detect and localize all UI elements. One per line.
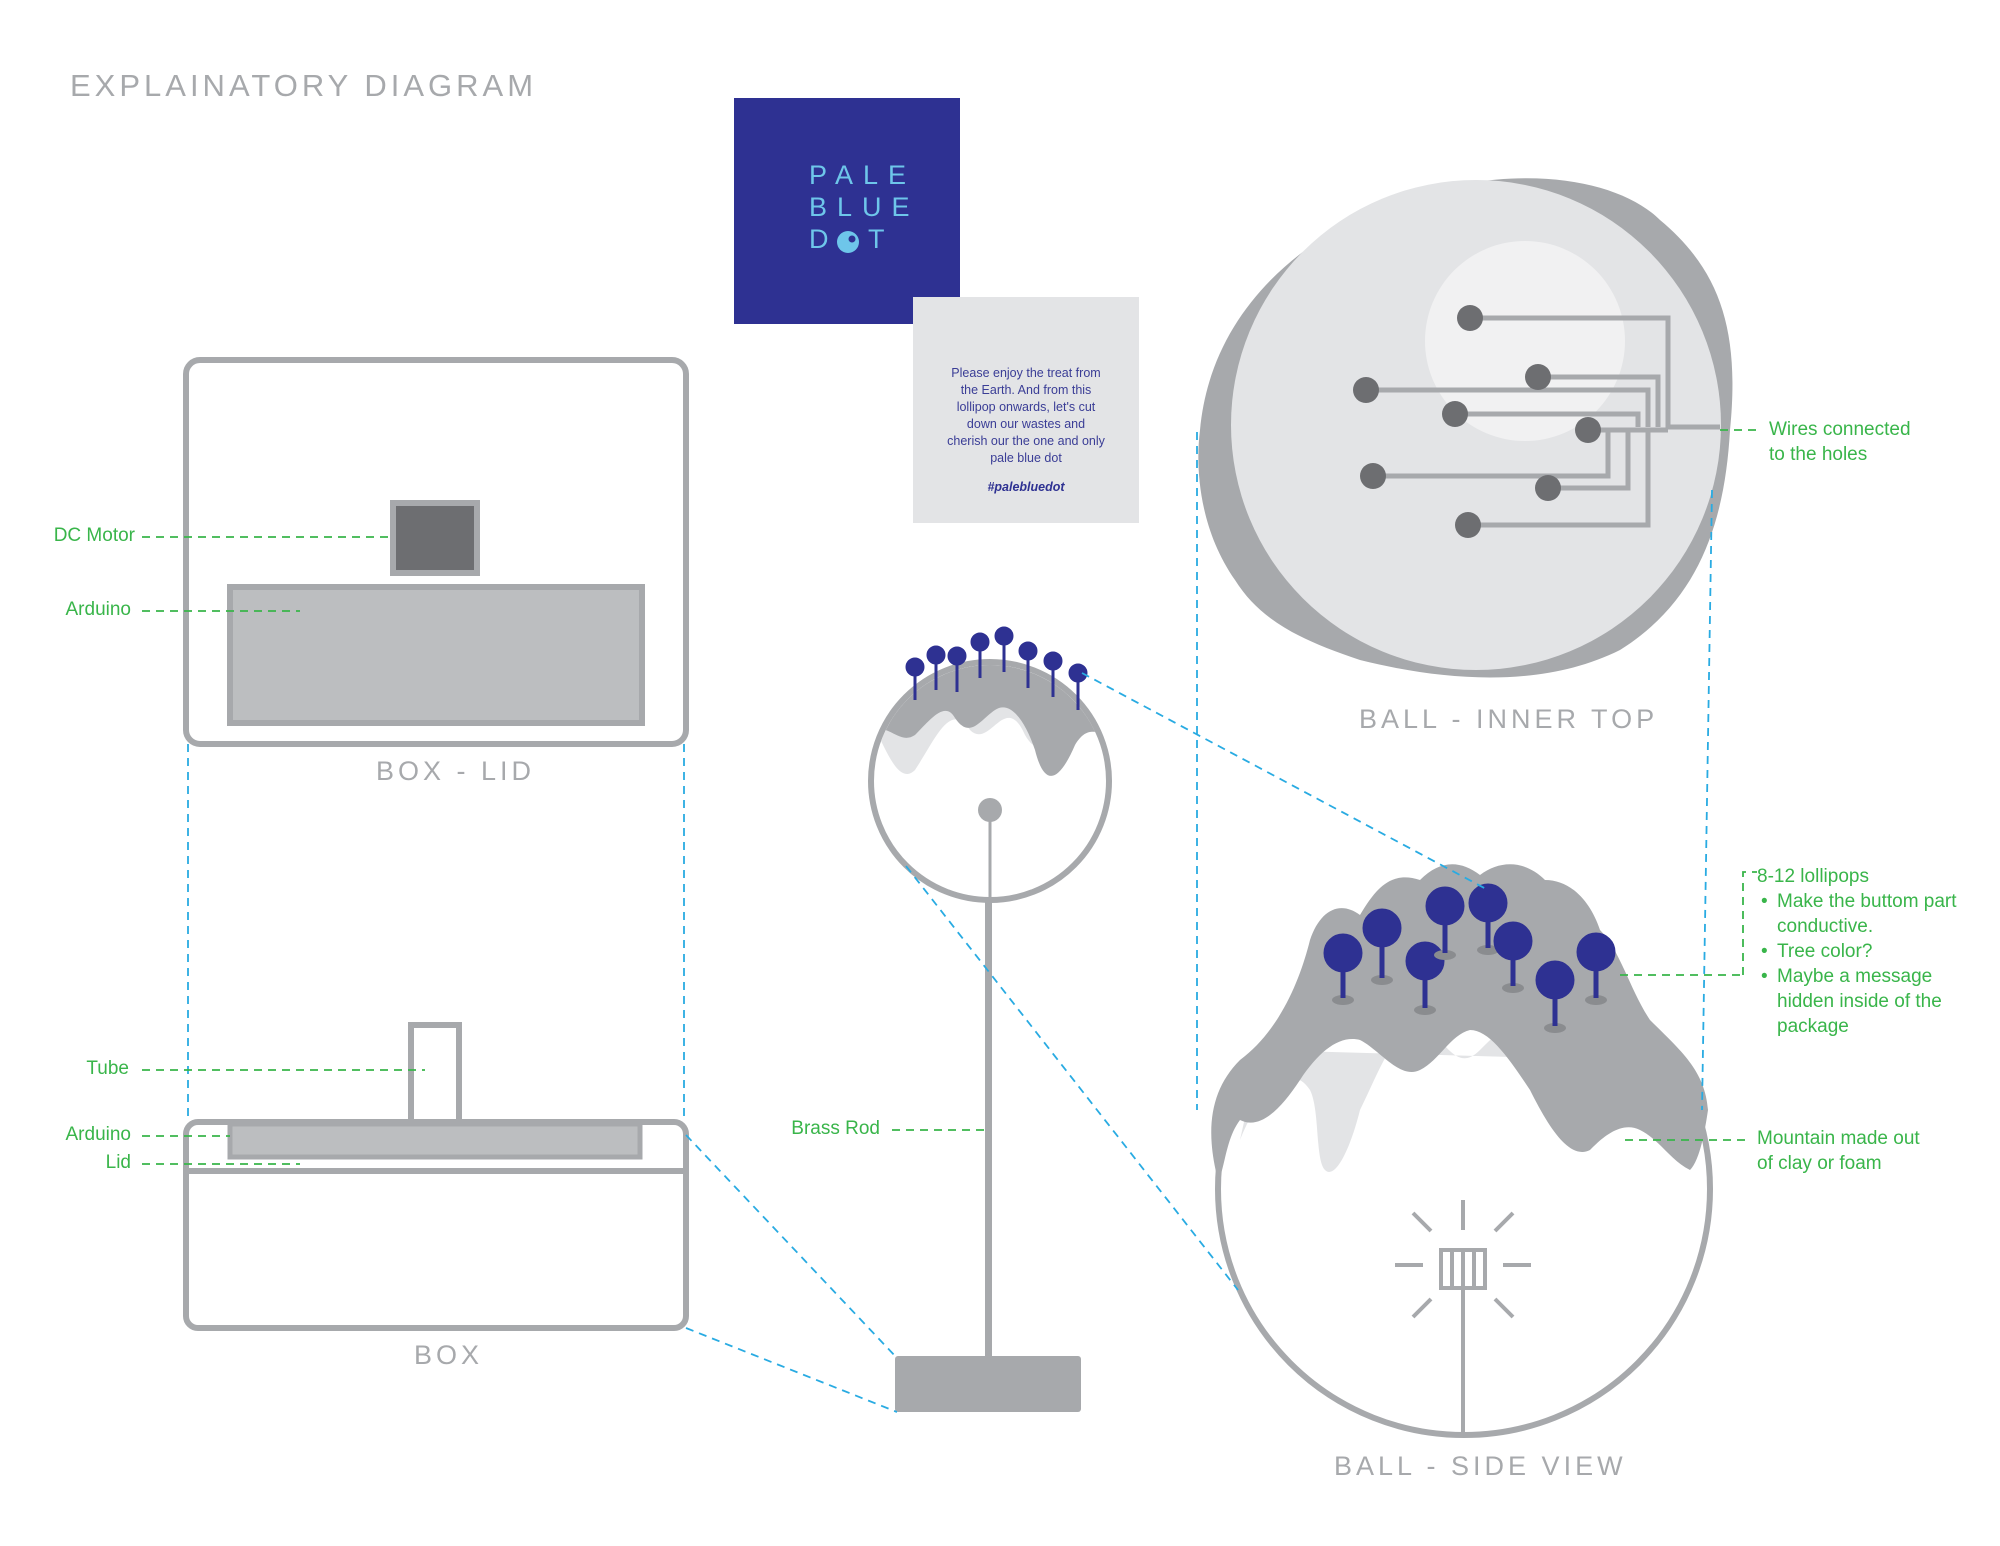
label-wires-line-1: Wires connected xyxy=(1769,419,1911,440)
wires xyxy=(1366,315,1720,528)
label-mountain-line-2: of clay or foam xyxy=(1757,1153,1882,1174)
stand-drawing xyxy=(868,626,1112,1412)
label-lollipops-list: Make the buttom part conductive. Tree co… xyxy=(1757,889,1987,1039)
logo-line-1: PALE xyxy=(809,160,917,190)
logo-line-3-right: T xyxy=(868,224,895,254)
logo-line-2: BLUE xyxy=(809,192,920,222)
wire-holes xyxy=(1353,305,1601,538)
mountain-shadow xyxy=(1240,1021,1620,1172)
caption-ball-side-view: BALL - SIDE VIEW xyxy=(1334,1451,1627,1481)
light-bulb xyxy=(1395,1200,1531,1434)
stand-base xyxy=(895,1356,1081,1412)
label-arduino-lid: Arduino xyxy=(65,599,132,620)
label-tube: Tube xyxy=(86,1058,129,1079)
label-lollipops-heading: 8-12 lollipops xyxy=(1757,866,1869,887)
logo-line-3-left: D xyxy=(809,224,839,254)
label-lollipops-bullet: Make the buttom part conductive. xyxy=(1757,889,1987,939)
arduino-board-box xyxy=(227,1121,643,1160)
label-lollipops-bullet: Maybe a message hidden inside of the pac… xyxy=(1757,964,1987,1039)
box-lid-drawing xyxy=(183,357,689,747)
ball-inner-top-drawing xyxy=(1198,178,1733,678)
small-lollipops xyxy=(905,626,1088,710)
diagram-title: EXPLAINATORY DIAGRAM xyxy=(70,68,538,103)
label-arduino-box: Arduino xyxy=(65,1124,132,1145)
label-wires-line-2: to the holes xyxy=(1769,444,1868,465)
leader-lines xyxy=(142,429,1760,1165)
logo-card xyxy=(734,98,960,324)
guide-lines xyxy=(187,432,1713,1413)
big-lollipops xyxy=(1323,883,1616,1033)
note-hashtag: #palebluedot xyxy=(987,480,1065,494)
note-message: Please enjoy the treat from the Earth. A… xyxy=(947,366,1105,465)
ball-side-view-drawing xyxy=(1211,864,1713,1438)
caption-box: BOX xyxy=(414,1340,484,1370)
label-mountain-line-1: Mountain made out xyxy=(1757,1128,1920,1149)
label-mountain: Mountain made out of clay or foam xyxy=(1757,1126,1920,1176)
label-brass-rod: Brass Rod xyxy=(791,1118,880,1139)
box-drawing xyxy=(183,1022,689,1331)
dc-motor-shape xyxy=(390,500,480,576)
arduino-board-lid xyxy=(227,584,645,726)
caption-ball-inner-top: BALL - INNER TOP xyxy=(1359,704,1659,734)
label-wires: Wires connected to the holes xyxy=(1769,417,1911,467)
brass-rod xyxy=(985,900,992,1358)
label-dc-motor: DC Motor xyxy=(53,525,135,546)
logo-dot-icon xyxy=(837,231,859,253)
label-lollipops-bullet: Tree color? xyxy=(1757,939,1987,964)
label-lollipops: 8-12 lollipops Make the buttom part cond… xyxy=(1757,864,1987,1039)
caption-box-lid: BOX - LID xyxy=(376,756,536,786)
note-card: Please enjoy the treat from the Earth. A… xyxy=(913,297,1139,523)
tube-shape xyxy=(408,1022,462,1125)
label-lid: Lid xyxy=(105,1152,131,1173)
